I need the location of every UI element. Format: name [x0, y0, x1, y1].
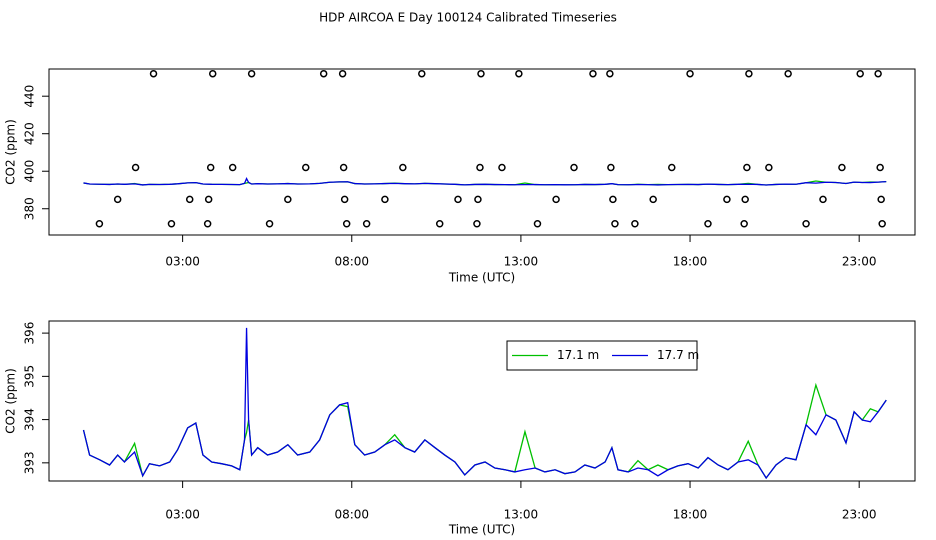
data-point [339, 163, 348, 172]
y-tick-label: 380 [23, 197, 37, 220]
data-point [856, 69, 864, 78]
data-point [552, 195, 560, 204]
data-point [474, 195, 482, 204]
data-point [704, 219, 712, 228]
data-point [765, 163, 773, 172]
data-point [802, 219, 810, 228]
y-tick-label: 395 [23, 365, 37, 388]
data-point [876, 163, 884, 172]
x-axis-label: Time (UTC) [448, 523, 515, 537]
data-point [473, 219, 481, 228]
x-tick-label: 23:00 [842, 508, 877, 522]
data-point [649, 195, 657, 204]
y-tick-label: 400 [23, 160, 37, 183]
y-tick-label: 393 [23, 451, 37, 474]
x-tick-label: 13:00 [504, 508, 539, 522]
data-point [338, 69, 347, 78]
data-point [95, 219, 104, 228]
data-point [206, 163, 215, 172]
data-point [477, 69, 485, 78]
data-point [247, 69, 256, 78]
data-point [631, 219, 639, 228]
data-point [838, 163, 846, 172]
data-point [476, 163, 484, 172]
x-tick-label: 03:00 [165, 255, 200, 269]
data-point [606, 69, 614, 78]
y-axis-label: CO2 (ppm) [4, 119, 18, 185]
data-point [533, 219, 542, 228]
y-tick-label: 440 [23, 85, 37, 108]
data-point [740, 219, 748, 228]
series-line [83, 176, 887, 186]
data-point [208, 69, 217, 78]
data-point [302, 163, 310, 172]
data-point [784, 69, 792, 78]
data-point [149, 69, 158, 78]
data-point [362, 219, 371, 228]
data-point [741, 195, 749, 204]
data-point [589, 69, 597, 78]
data-point [723, 195, 731, 204]
data-point [745, 69, 753, 78]
data-point [113, 195, 122, 204]
data-point [203, 219, 212, 228]
data-point [454, 195, 462, 204]
data-point [878, 219, 886, 228]
x-tick-label: 08:00 [334, 255, 369, 269]
data-point [435, 219, 444, 228]
data-point [185, 195, 194, 204]
data-point [167, 219, 176, 228]
data-point [611, 219, 619, 228]
series-line [82, 327, 887, 480]
legend-label: 17.7 m [657, 348, 699, 362]
y-tick-label: 420 [23, 122, 37, 145]
data-point [515, 69, 523, 78]
x-tick-label: 18:00 [673, 508, 708, 522]
data-point [131, 163, 140, 172]
data-point [399, 163, 407, 172]
data-point [609, 195, 617, 204]
data-point [607, 163, 615, 172]
data-point [284, 195, 292, 204]
data-point [570, 163, 578, 172]
x-tick-label: 13:00 [504, 255, 539, 269]
x-tick-label: 23:00 [842, 255, 877, 269]
y-tick-label: 394 [23, 408, 37, 431]
data-point [204, 195, 213, 204]
data-point [877, 195, 885, 204]
data-point [819, 195, 827, 204]
data-point [319, 69, 328, 78]
y-tick-label: 396 [23, 322, 37, 345]
data-point [498, 163, 506, 172]
data-point [265, 219, 274, 228]
y-axis-label: CO2 (ppm) [4, 368, 18, 434]
data-point [668, 163, 676, 172]
x-tick-label: 18:00 [673, 255, 708, 269]
plot-frame [48, 68, 916, 236]
data-point [418, 69, 426, 78]
legend-label: 17.1 m [557, 348, 599, 362]
data-point [340, 195, 349, 204]
x-tick-label: 03:00 [165, 508, 200, 522]
x-tick-label: 08:00 [334, 508, 369, 522]
plot-frame [48, 320, 916, 482]
data-point [743, 163, 751, 172]
data-point [381, 195, 389, 204]
data-point [686, 69, 694, 78]
x-axis-label: Time (UTC) [448, 271, 515, 285]
data-point [874, 69, 882, 78]
data-point [228, 163, 237, 172]
data-point [342, 219, 351, 228]
chart-title: HDP AIRCOA E Day 100124 Calibrated Times… [319, 11, 617, 25]
